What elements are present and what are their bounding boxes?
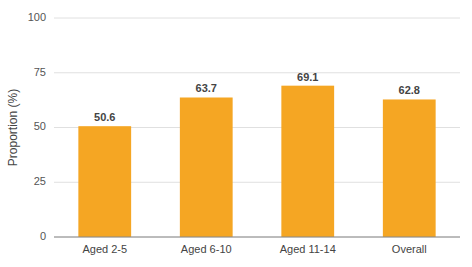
grid (54, 18, 460, 237)
y-tick-label: 25 (34, 175, 46, 187)
y-axis: 0 25 50 75 100 (28, 11, 46, 242)
grid-line (54, 237, 460, 238)
bars (78, 86, 435, 237)
x-axis: Aged 2-5 Aged 6-10 Aged 11-14 Overall (82, 243, 426, 255)
bar (281, 86, 334, 237)
bar (180, 97, 233, 237)
y-tick-label: 75 (34, 66, 46, 78)
y-tick-label: 50 (34, 120, 46, 132)
x-tick-label: Overall (392, 243, 427, 255)
x-axis-line (54, 237, 460, 238)
x-tick-label: Aged 11-14 (280, 243, 336, 255)
x-tick-label: Aged 2-5 (82, 243, 127, 255)
grid-line (54, 18, 460, 19)
data-labels: 50.6 63.7 69.1 62.8 (94, 71, 420, 124)
data-label: 63.7 (196, 82, 217, 94)
x-tick-label: Aged 6-10 (181, 243, 232, 255)
y-tick-label: 100 (28, 11, 46, 23)
bar (78, 126, 131, 237)
y-tick-label: 0 (40, 230, 46, 242)
grid-line (54, 72, 460, 73)
chart: 0 25 50 75 100 Proportion (%) Aged 2-5 Aged 6-1… (0, 0, 472, 267)
data-label: 69.1 (297, 71, 318, 83)
data-label: 50.6 (94, 111, 115, 123)
bar (383, 99, 436, 237)
y-axis-label: Proportion (%) (6, 89, 20, 166)
data-label: 62.8 (399, 84, 420, 96)
